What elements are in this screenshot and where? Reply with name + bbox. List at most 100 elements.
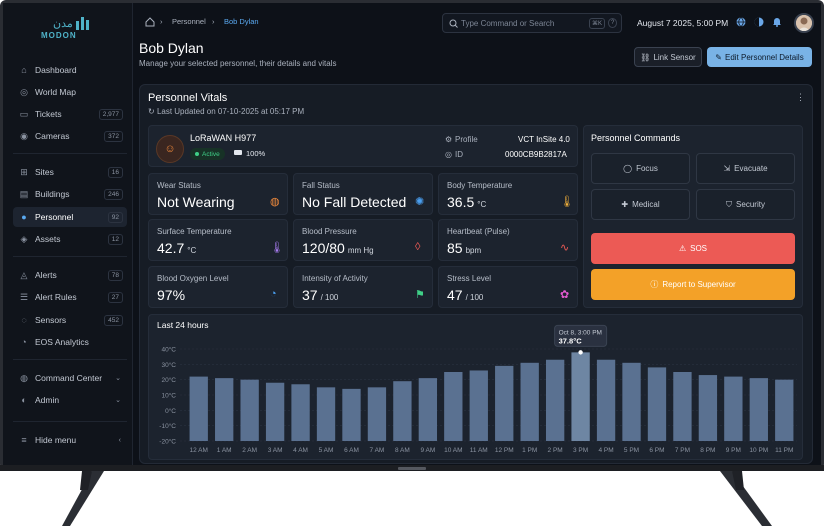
sidebar-item-command-center[interactable]: ◍ Command Center ⌄ — [13, 368, 127, 388]
search-input[interactable]: Type Command or Search ⌘K ? — [442, 13, 622, 33]
current-datetime: August 7 2025, 5:00 PM — [637, 18, 729, 28]
sidebar-item-label: Command Center — [35, 373, 103, 383]
vital-number: 36.5 — [447, 194, 475, 210]
wearable-icon: ☺ — [156, 135, 184, 163]
hide-menu-button[interactable]: ≡ Hide menu ‹ — [13, 430, 127, 450]
count-badge: 16 — [107, 166, 123, 178]
sidebar-item-label: Alerts — [35, 270, 57, 280]
more-options-icon[interactable]: ⋮ — [796, 92, 805, 102]
theme-toggle-icon[interactable] — [754, 17, 764, 27]
vital-label: Body Temperature — [447, 181, 513, 190]
count-badge: 452 — [104, 314, 123, 326]
security-label: Security — [736, 200, 765, 209]
vital-label: Stress Level — [447, 274, 492, 283]
vital-tile[interactable] — [148, 266, 288, 308]
sidebar-item-cameras[interactable]: ◉ Cameras 372 — [13, 126, 127, 146]
analytics-icon: ◔ — [21, 337, 27, 347]
vital-tile[interactable] — [293, 266, 433, 308]
vital-value: 120/80 mm Hg — [302, 240, 374, 256]
brand-arabic: مدن — [53, 18, 73, 30]
chevron-left-icon: ‹ — [118, 436, 121, 444]
sidebar-item-alert-rules[interactable]: ☰ Alert Rules 27 — [13, 287, 127, 307]
sidebar-item-sensors[interactable]: ◌ Sensors 452 — [13, 310, 127, 330]
evacuate-button[interactable]: ⇲ Evacuate — [696, 153, 795, 184]
sidebar-item-alerts[interactable]: ◬ Alerts 78 — [13, 265, 127, 285]
focus-icon: ◯ — [623, 164, 633, 173]
vital-tile[interactable] — [293, 219, 433, 261]
page-title: Bob Dylan — [139, 40, 204, 56]
sidebar-item-eos-analytics[interactable]: ◔ EOS Analytics — [13, 332, 127, 352]
vital-tile[interactable] — [438, 173, 578, 215]
thermometer-icon: 🌡 — [560, 196, 574, 208]
rules-icon: ☰ — [19, 291, 29, 302]
vital-label: Fall Status — [302, 181, 340, 190]
sidebar-item-admin[interactable]: ◐ Admin ⌄ — [13, 390, 127, 410]
sidebar-divider — [13, 359, 127, 360]
sidebar-item-label: Personnel — [35, 212, 74, 222]
brand-logo[interactable]: مدن MODON — [41, 15, 101, 41]
vital-label: Blood Oxygen Level — [157, 274, 229, 283]
breadcrumb-personnel[interactable]: Personnel — [172, 17, 206, 26]
vital-value: 37/ 100 — [302, 287, 338, 303]
sidebar-item-buildings[interactable]: ▤ Buildings 246 — [13, 184, 127, 204]
vital-unit: mm Hg — [347, 246, 374, 255]
vital-value: 85 bpm — [447, 240, 481, 256]
vital-value: 97% — [157, 287, 185, 303]
edit-personnel-button[interactable]: ✎ Edit Personnel Details — [707, 47, 812, 67]
count-badge: 12 — [107, 233, 123, 245]
refresh-icon[interactable]: ↻ — [148, 107, 155, 116]
profile-label: Profile — [455, 135, 478, 144]
vital-unit: / 100 — [320, 293, 339, 302]
medical-icon: ✚ — [621, 200, 629, 209]
vital-number: Not Wearing — [157, 194, 235, 210]
focus-label: Focus — [636, 164, 658, 173]
info-icon: ⓘ — [650, 280, 659, 289]
sidebar-item-label: Buildings — [35, 189, 70, 199]
help-icon[interactable]: ? — [608, 18, 618, 28]
sidebar-item-tickets[interactable]: ▭ Tickets 2,977 — [13, 104, 127, 124]
vital-number: 47 — [447, 287, 463, 303]
vital-tile[interactable] — [148, 173, 288, 215]
dashboard-icon: ⌂ — [21, 65, 27, 75]
bell-icon[interactable] — [772, 17, 782, 27]
vital-unit: bpm — [465, 246, 482, 255]
drop-icon: ◊ — [415, 241, 421, 253]
last-updated-text: Last Updated on 07-10-2025 at 05:17 PM — [156, 107, 305, 116]
sidebar-item-world-map[interactable]: ◎ World Map — [13, 82, 127, 102]
vital-tile[interactable] — [438, 266, 578, 308]
count-badge: 92 — [107, 211, 123, 223]
vital-value: Not Wearing — [157, 194, 235, 210]
sidebar-item-label: Sites — [35, 167, 54, 177]
vital-tile[interactable] — [293, 173, 433, 215]
stress-icon: ✿ — [560, 289, 570, 301]
battery-level: 100% — [246, 149, 266, 158]
bell-icon: ◬ — [20, 269, 28, 280]
home-icon[interactable] — [145, 17, 155, 27]
medical-button[interactable]: ✚ Medical — [591, 189, 690, 220]
sidebar-item-personnel[interactable]: ● Personnel 92 — [13, 207, 127, 227]
admin-icon: ◐ — [21, 395, 27, 405]
vital-tile[interactable] — [438, 219, 578, 261]
globe-icon[interactable] — [736, 17, 746, 27]
sidebar-item-label: World Map — [35, 87, 76, 97]
evacuate-label: Evacuate — [734, 164, 768, 173]
running-icon: ⚑ — [415, 289, 425, 301]
sidebar-item-dashboard[interactable]: ⌂ Dashboard — [13, 60, 127, 80]
count-badge: 2,977 — [98, 108, 123, 120]
vital-value: 36.5 °C — [447, 194, 486, 210]
vital-tile[interactable] — [148, 219, 288, 261]
focus-button[interactable]: ◯ Focus — [591, 153, 690, 184]
sidebar-item-assets[interactable]: ◈ Assets 12 — [13, 229, 127, 249]
security-button[interactable]: ⛉ Security — [696, 189, 795, 220]
count-badge: 27 — [107, 291, 123, 303]
vital-unit: °C — [477, 200, 487, 209]
sos-button[interactable]: ⚠ SOS — [591, 233, 795, 264]
last-updated: ↻ Last Updated on 07-10-2025 at 05:17 PM — [148, 107, 304, 116]
link-sensor-button[interactable]: ⛓ Link Sensor — [634, 47, 702, 67]
sidebar-item-sites[interactable]: ⊞ Sites 16 — [13, 162, 127, 182]
report-supervisor-button[interactable]: ⓘ Report to Supervisor — [591, 269, 795, 300]
avatar[interactable] — [794, 13, 814, 33]
shield-icon: ⛉ — [726, 199, 733, 209]
breadcrumb-current: Bob Dylan — [224, 17, 259, 26]
thermometer-icon: 🌡 — [270, 242, 284, 254]
